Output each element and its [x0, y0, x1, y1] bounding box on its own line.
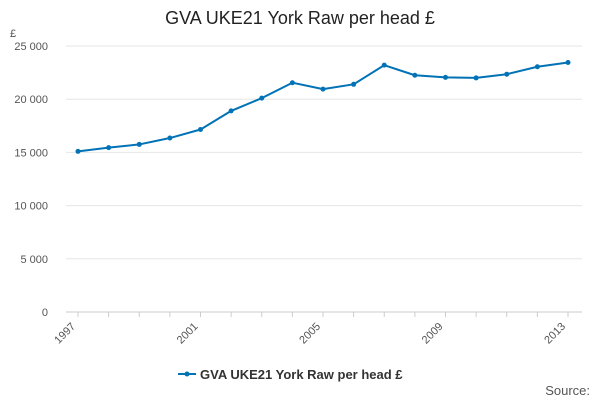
y-axis-unit-label: £ — [10, 28, 16, 40]
data-point[interactable] — [565, 59, 571, 65]
data-point[interactable] — [289, 80, 295, 86]
series-group — [75, 59, 571, 154]
y-axis-ticks: 0 5 000 10 000 15 000 20 000 25 000 — [14, 41, 48, 319]
data-point[interactable] — [228, 108, 234, 114]
data-point[interactable] — [443, 74, 448, 80]
y-tick-label: 15 000 — [14, 147, 48, 159]
data-point[interactable] — [167, 135, 173, 141]
data-point[interactable] — [320, 86, 326, 92]
x-axis: 1997 2001 2005 2009 2013 — [52, 311, 582, 347]
data-point[interactable] — [351, 81, 357, 87]
chart-title: GVA UKE21 York Raw per head £ — [165, 8, 435, 28]
series-line — [77, 61, 569, 153]
data-point[interactable] — [106, 145, 112, 151]
legend-marker-swatch — [184, 371, 190, 377]
y-tick-label: 10 000 — [14, 201, 48, 213]
source-label: Source: — [545, 383, 590, 398]
y-tick-label: 25 000 — [14, 41, 48, 53]
x-tick-label: 1997 — [52, 321, 78, 347]
legend-label: GVA UKE21 York Raw per head £ — [200, 367, 403, 382]
data-point[interactable] — [75, 148, 81, 154]
data-point[interactable] — [534, 64, 540, 70]
data-point[interactable] — [412, 72, 418, 78]
x-tick-label: 2013 — [542, 321, 568, 347]
y-tick-label: 5 000 — [20, 254, 48, 266]
legend[interactable]: GVA UKE21 York Raw per head £ — [178, 367, 403, 382]
data-point[interactable] — [473, 75, 479, 81]
y-tick-label: 0 — [42, 307, 48, 319]
x-tick-label: 2001 — [175, 321, 201, 347]
data-point[interactable] — [259, 95, 265, 101]
data-point[interactable] — [198, 127, 203, 133]
x-tick-label: 2009 — [420, 321, 446, 347]
data-point[interactable] — [136, 141, 142, 147]
x-tick-label: 2005 — [297, 321, 323, 347]
y-tick-label: 20 000 — [14, 94, 48, 106]
data-point[interactable] — [504, 71, 510, 77]
gridlines — [66, 45, 582, 260]
data-point[interactable] — [381, 62, 387, 68]
